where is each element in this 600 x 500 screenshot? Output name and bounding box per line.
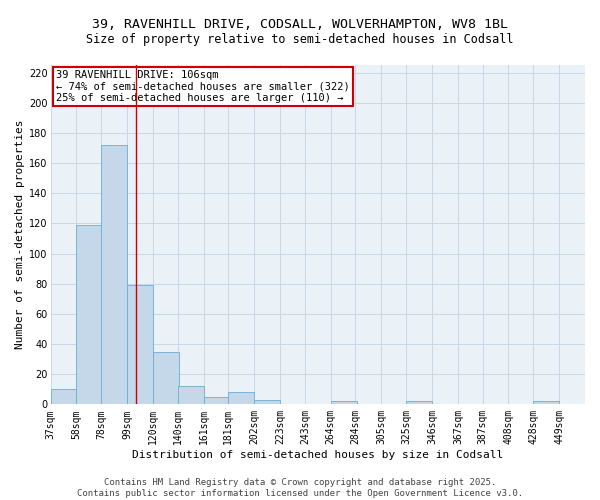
Bar [406,402,432,404]
Bar [229,392,254,404]
Bar [331,402,356,404]
Y-axis label: Number of semi-detached properties: Number of semi-detached properties [15,120,25,350]
Bar [254,400,280,404]
Text: 39, RAVENHILL DRIVE, CODSALL, WOLVERHAMPTON, WV8 1BL: 39, RAVENHILL DRIVE, CODSALL, WOLVERHAMP… [92,18,508,30]
Bar [50,390,76,404]
X-axis label: Distribution of semi-detached houses by size in Codsall: Distribution of semi-detached houses by … [132,450,503,460]
Text: 39 RAVENHILL DRIVE: 106sqm
← 74% of semi-detached houses are smaller (322)
25% o: 39 RAVENHILL DRIVE: 106sqm ← 74% of semi… [56,70,350,103]
Text: Contains HM Land Registry data © Crown copyright and database right 2025.
Contai: Contains HM Land Registry data © Crown c… [77,478,523,498]
Bar [101,145,127,405]
Bar [76,225,103,404]
Bar [533,402,559,404]
Text: Size of property relative to semi-detached houses in Codsall: Size of property relative to semi-detach… [86,32,514,46]
Bar [178,386,203,404]
Bar [203,397,230,404]
Bar [153,352,179,405]
Bar [127,285,153,405]
